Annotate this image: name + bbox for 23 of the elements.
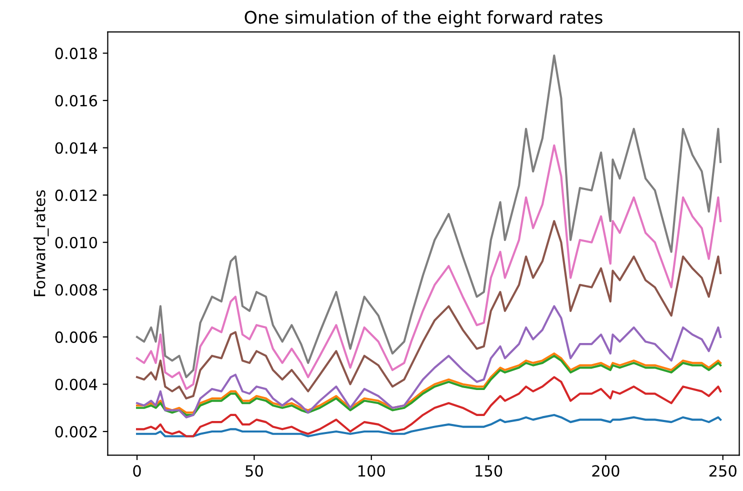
line-series xyxy=(136,376,722,438)
x-tick-label: 50 xyxy=(246,465,263,477)
line-series xyxy=(136,220,722,400)
y-tick-label: 0.004 xyxy=(55,378,98,390)
y-tick-label: 0.002 xyxy=(55,426,96,438)
x-tick-label: 100 xyxy=(358,465,385,477)
y-tick-label: 0.006 xyxy=(55,331,98,343)
y-tick-label: 0.008 xyxy=(55,284,97,296)
line-series xyxy=(136,144,722,390)
x-tick-label: 200 xyxy=(592,465,620,477)
y-axis-title: Forward_rates xyxy=(34,190,49,296)
y-tick-label: 0.018 xyxy=(55,48,97,60)
x-tick-label: 150 xyxy=(476,465,502,477)
y-tick-label: 0.014 xyxy=(55,142,98,154)
y-tick-label: 0.012 xyxy=(55,190,96,202)
y-tick-label: 0.010 xyxy=(55,236,97,248)
y-tick-label: 0.016 xyxy=(55,94,98,107)
line-series xyxy=(136,54,722,378)
line-series xyxy=(136,414,722,438)
chart-title: One simulation of the eight forward rates xyxy=(244,10,602,28)
x-tick-label: 0 xyxy=(133,465,141,477)
line-series xyxy=(136,305,722,418)
x-tick-label: 250 xyxy=(709,465,736,477)
